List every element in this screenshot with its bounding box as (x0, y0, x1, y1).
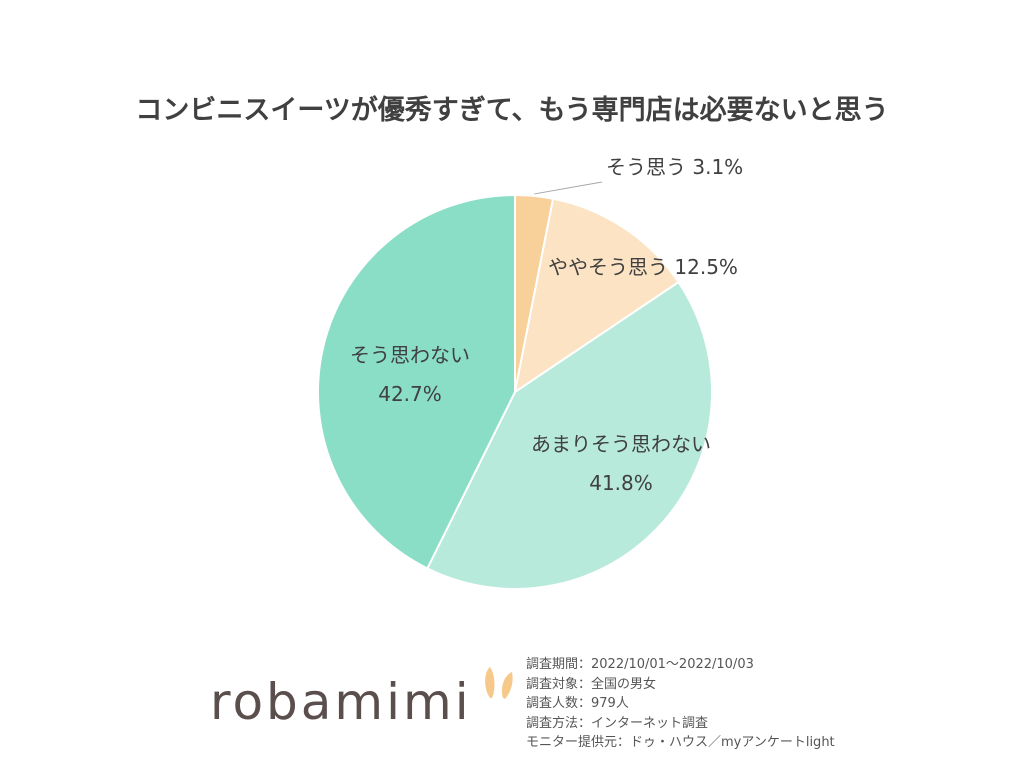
pie-slice-3 (425, 280, 713, 590)
survey-info: 調査期間：2022/10/01～2022/10/03 調査対象：全国の男女 調査… (526, 655, 835, 753)
logo-ears-icon (485, 667, 513, 699)
survey-method: 調査方法：インターネット調査 (526, 715, 709, 731)
slice-label-1: そう思う 3.1% (606, 155, 743, 179)
pie-slice-4 (317, 193, 516, 570)
leader-line (534, 181, 603, 195)
slice-label-2: ややそう思う 12.5% (548, 255, 738, 279)
slice-label-4: そう思わない 42.7% (350, 343, 470, 406)
survey-period: 調査期間：2022/10/01～2022/10/03 (526, 657, 754, 672)
survey-count: 調査人数：979人 (526, 696, 629, 711)
pie-slice-2 (513, 197, 680, 395)
survey-provider: モニター提供元：ドゥ・ハウス／myアンケートlight (526, 735, 835, 750)
survey-target: 調査対象：全国の男女 (526, 676, 657, 692)
brand-logo: robamimi (210, 673, 472, 731)
chart-title: コンビニスイーツが優秀すぎて、もう専門店は必要ないと思う (135, 95, 889, 126)
slice-label-3: あまりそう思わない 41.8% (531, 432, 711, 495)
